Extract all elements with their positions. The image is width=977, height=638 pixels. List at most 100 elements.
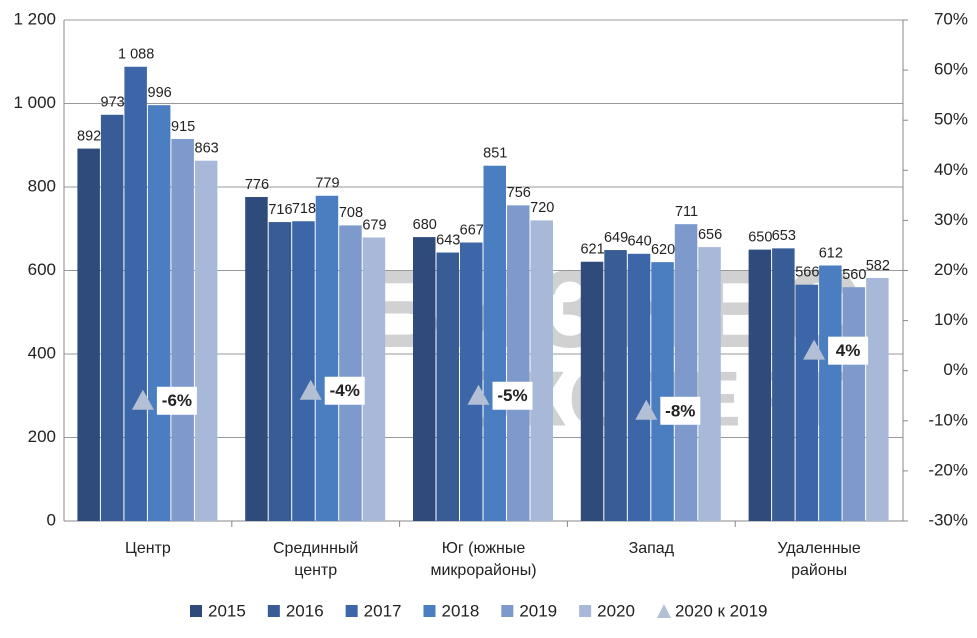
legend-label: 2016 [286,601,324,620]
y-tick-label: 600 [28,260,56,279]
value-label: 915 [171,119,195,135]
value-label: 973 [101,95,125,111]
legend-label: 2018 [441,601,479,620]
marker [131,389,154,410]
y2-tick-label: 40% [934,160,968,179]
value-label: 667 [460,222,484,238]
label-box [828,336,869,365]
bar [268,222,292,521]
bar [460,242,483,521]
bar [100,114,124,522]
marker [635,399,658,420]
bar [77,148,100,521]
value-label: -8% [665,401,695,420]
value-label: 1 088 [118,47,154,63]
value-label: 582 [866,258,890,274]
value-label: 640 [627,234,651,250]
value-label: 779 [315,176,339,192]
y-tick-label: 800 [28,176,56,195]
bar [772,248,795,521]
y2-tick-label: -10% [928,410,968,429]
value-label: 4% [836,341,861,360]
bar [436,252,459,522]
bar [819,265,842,521]
y-tick-label: 400 [28,343,56,362]
value-label: 621 [580,242,604,258]
x-tick-label: Запад [628,540,675,557]
label-box [492,381,533,410]
y2-tick-label: 50% [934,110,968,129]
y2-tick-label: -30% [928,510,968,529]
value-label: 566 [795,265,819,281]
legend-label: 2020 [597,601,635,620]
value-label: 756 [507,185,531,201]
y-tick-label: 1 000 [13,93,56,112]
bar [674,224,698,521]
marker [803,339,826,360]
label-box [660,396,701,425]
bar [147,105,171,522]
bar [245,197,268,521]
value-label: 996 [148,85,172,101]
legend-marker [656,604,671,618]
value-label: -4% [330,381,360,400]
y2-tick-label: 30% [934,210,968,229]
bar [362,237,386,521]
bar [292,221,315,522]
value-label: 720 [530,200,554,216]
value-label: 776 [245,177,269,193]
value-label: 653 [772,228,796,244]
legend-label: 2020 к 2019 [675,601,768,620]
bar [194,160,218,521]
label-box [324,376,365,405]
bar [580,261,604,521]
value-label: 560 [842,267,866,283]
legend-swatch [501,605,514,617]
y2-tick-label: 70% [934,9,968,28]
value-label: 716 [268,202,292,218]
value-label: 650 [748,229,772,245]
value-label: 863 [195,141,219,157]
x-tick-label: Центр [124,540,171,557]
value-label: 643 [436,232,460,248]
bar [748,249,772,521]
legend-label: 2017 [364,601,402,620]
y2-tick-label: 0% [943,360,968,379]
legend-swatch [423,605,436,617]
bar [124,66,147,521]
value-label: -6% [162,391,192,410]
y2-tick-label: 20% [934,260,968,279]
bar [651,262,674,521]
bar [866,278,889,521]
value-label: 656 [698,227,722,243]
bar [507,205,530,521]
value-label: 708 [339,205,363,221]
value-label: 679 [362,217,386,233]
legend-label: 2019 [519,601,557,620]
y2-tick-label: 10% [934,310,968,329]
value-label: 612 [819,245,843,261]
bar [171,138,194,522]
x-tick-label: Срединный центр [272,540,359,579]
value-label: 620 [651,242,675,258]
bar [795,284,819,521]
legend-swatch [579,605,592,617]
value-label: 649 [604,230,628,246]
bar [315,195,339,521]
bar [698,247,721,521]
x-tick-label: Юг (южные микрорайоны) [430,540,537,579]
marker [299,379,322,400]
marker [467,384,490,405]
value-label: -5% [497,386,527,405]
bar [530,220,553,521]
y-tick-label: 0 [47,510,56,529]
bar [339,225,362,521]
y2-tick-label: 60% [934,60,968,79]
y-tick-label: 1 200 [13,9,56,28]
legend-label: 2015 [208,601,246,620]
value-label: 892 [77,128,101,144]
y-tick-label: 200 [28,427,56,446]
value-label: 680 [413,217,437,233]
